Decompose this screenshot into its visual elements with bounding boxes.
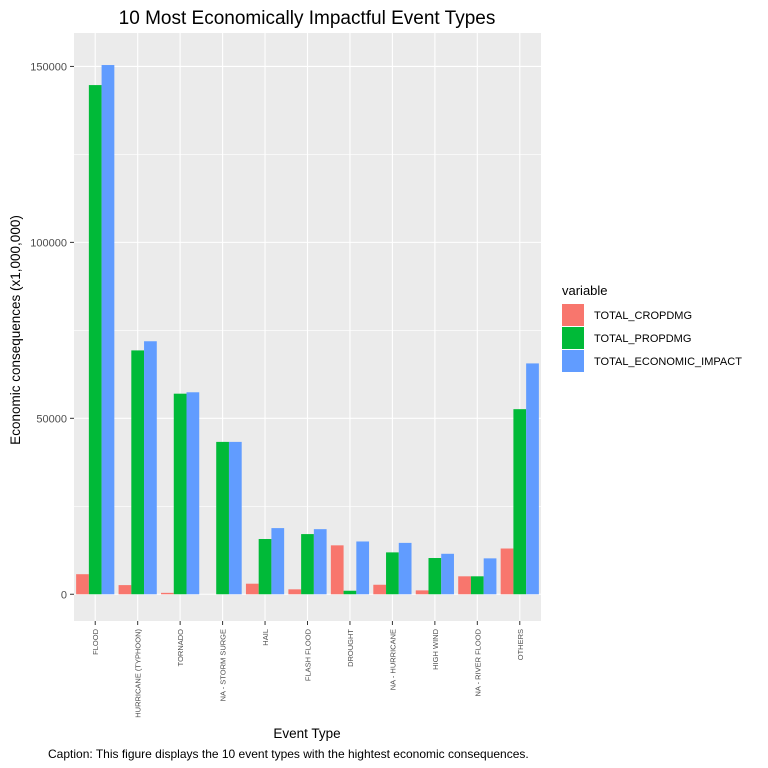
bar-total-propdmg (131, 350, 145, 595)
bar-total-cropdmg (415, 590, 429, 595)
x-tick-label: DROUGHT (346, 629, 355, 667)
x-tick-label: FLOOD (91, 628, 100, 654)
x-tick-label: HIGH WIND (431, 628, 440, 669)
chart-title: 10 Most Economically Impactful Event Typ… (119, 8, 496, 29)
bar-total-propdmg (343, 590, 357, 595)
bar-total-cropdmg (76, 574, 89, 595)
legend-key-total-propdmg (562, 327, 584, 349)
x-tick-label: NA - RIVER FLOOD (473, 628, 482, 696)
y-tick-label: 0 (61, 589, 67, 601)
x-tick-label: HAIL (261, 629, 270, 646)
x-tick-label: NA - HURRICANE (388, 629, 397, 690)
legend-label: TOTAL_ECONOMIC_IMPACT (594, 356, 742, 368)
x-tick-label: FLASH FLOOD (304, 628, 313, 681)
y-tick-label: 50000 (36, 413, 67, 425)
bar-total-propdmg (258, 539, 272, 595)
bar-total-economic-impact (483, 558, 497, 595)
bar-total-cropdmg (373, 584, 387, 595)
bar-total-economic-impact (441, 553, 454, 595)
bar-total-propdmg (513, 409, 527, 595)
bar-total-economic-impact (398, 542, 412, 595)
bar-total-propdmg (301, 534, 314, 595)
bar-total-propdmg (386, 552, 399, 595)
plot-panel (74, 33, 541, 621)
bar-total-cropdmg (288, 589, 302, 595)
bar-total-economic-impact (271, 528, 285, 595)
x-tick-label: TORNADO (176, 629, 185, 667)
x-axis-title: Event Type (273, 726, 340, 741)
bar-total-propdmg (173, 393, 187, 595)
bar-total-economic-impact (313, 529, 327, 595)
bar-total-cropdmg (500, 548, 514, 595)
bar-total-cropdmg (161, 592, 174, 595)
caption: Caption: This figure displays the 10 eve… (48, 747, 529, 761)
bar-total-economic-impact (228, 441, 242, 595)
legend-title: variable (562, 283, 608, 298)
bar-total-economic-impact (101, 65, 115, 595)
bar-total-economic-impact (144, 341, 157, 595)
bar-total-propdmg (88, 85, 102, 595)
y-tick-label: 100000 (30, 237, 67, 249)
legend: variable TOTAL_CROPDMG TOTAL_PROPDMG TOTAL… (562, 283, 742, 372)
legend-key-total-economic-impact (562, 350, 584, 372)
y-axis-title: Economic consequences (x1,000,000) (8, 215, 23, 445)
y-axis: 0 50000 100000 150000 (30, 61, 74, 601)
x-axis: FLOOD HURRICANE (TYPHOON) TORNADO NA - STOR… (91, 621, 525, 718)
bar-total-cropdmg (330, 545, 344, 595)
bar-total-cropdmg (118, 585, 132, 595)
legend-label: TOTAL_PROPDMG (594, 333, 691, 345)
legend-key-total-cropdmg (562, 304, 584, 326)
bar-total-cropdmg (245, 583, 259, 595)
bar-total-economic-impact (186, 392, 200, 595)
x-tick-label: OTHERS (516, 629, 525, 660)
legend-label: TOTAL_CROPDMG (594, 310, 692, 322)
x-tick-label: HURRICANE (TYPHOON) (134, 629, 143, 718)
bar-total-economic-impact (526, 363, 539, 595)
y-tick-label: 150000 (30, 61, 67, 73)
bar-total-propdmg (470, 576, 484, 595)
bar-total-cropdmg (458, 576, 471, 595)
bar-total-propdmg (216, 441, 229, 595)
x-tick-label: NA - STORM SURGE (219, 629, 228, 701)
bar-total-propdmg (428, 558, 442, 595)
bar-total-economic-impact (356, 541, 370, 595)
